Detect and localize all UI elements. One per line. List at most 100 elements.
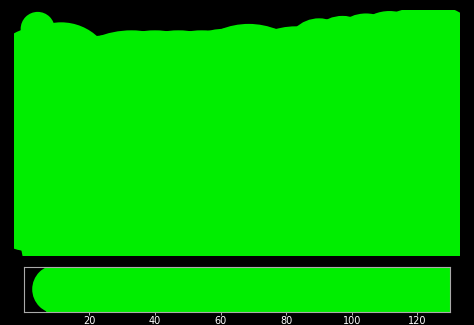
Point xyxy=(315,97,323,102)
Point xyxy=(268,120,276,125)
Point xyxy=(245,144,253,149)
Point xyxy=(34,120,41,125)
Point xyxy=(151,287,159,292)
Point xyxy=(362,235,370,240)
Point xyxy=(315,144,323,149)
Point xyxy=(339,73,346,78)
Point xyxy=(362,209,370,215)
Point xyxy=(34,167,41,172)
Point xyxy=(151,167,159,172)
Point xyxy=(245,97,253,102)
Point xyxy=(57,144,65,149)
Point xyxy=(151,120,159,125)
Point xyxy=(348,287,356,292)
Point xyxy=(292,97,300,102)
Point xyxy=(433,120,440,125)
Point xyxy=(128,97,135,102)
Point xyxy=(386,97,393,102)
Point xyxy=(409,97,417,102)
Point xyxy=(85,287,93,292)
Point xyxy=(386,120,393,125)
Point xyxy=(268,144,276,149)
Point xyxy=(174,209,182,215)
Point xyxy=(362,144,370,149)
Point xyxy=(292,209,300,215)
Point xyxy=(292,144,300,149)
Point xyxy=(386,50,393,55)
Point xyxy=(198,97,206,102)
Point xyxy=(57,97,65,102)
Point xyxy=(283,287,290,292)
Point xyxy=(217,287,224,292)
Point xyxy=(409,167,417,172)
Point xyxy=(198,235,206,240)
Point xyxy=(414,287,421,292)
Point xyxy=(409,235,417,240)
Point xyxy=(339,235,346,240)
Point xyxy=(198,144,206,149)
Point xyxy=(221,144,229,149)
Point xyxy=(315,120,323,125)
Point xyxy=(315,73,323,78)
Point xyxy=(409,144,417,149)
Point xyxy=(221,167,229,172)
Point xyxy=(433,144,440,149)
Point xyxy=(362,50,370,55)
Point xyxy=(128,167,135,172)
Point xyxy=(339,209,346,215)
Point xyxy=(386,209,393,215)
Point xyxy=(34,144,41,149)
Point xyxy=(57,50,65,55)
Point xyxy=(174,167,182,172)
Point xyxy=(292,235,300,240)
Point xyxy=(174,235,182,240)
Point xyxy=(81,144,88,149)
Point xyxy=(221,97,229,102)
Point xyxy=(386,167,393,172)
Point xyxy=(198,120,206,125)
Point xyxy=(128,209,135,215)
Point xyxy=(104,235,112,240)
Point xyxy=(339,97,346,102)
Point xyxy=(151,144,159,149)
Point xyxy=(221,235,229,240)
Point xyxy=(221,209,229,215)
Point xyxy=(151,97,159,102)
Point xyxy=(104,209,112,215)
Point xyxy=(315,209,323,215)
Point xyxy=(81,97,88,102)
Point xyxy=(128,235,135,240)
Point xyxy=(292,120,300,125)
Point xyxy=(362,73,370,78)
Point xyxy=(386,144,393,149)
Point xyxy=(221,120,229,125)
Point xyxy=(409,50,417,55)
Point xyxy=(315,167,323,172)
Point xyxy=(245,209,253,215)
Point xyxy=(268,209,276,215)
Point xyxy=(245,120,253,125)
Point xyxy=(362,97,370,102)
Point xyxy=(339,50,346,55)
Point xyxy=(104,144,112,149)
Point xyxy=(128,120,135,125)
Point xyxy=(409,209,417,215)
Point xyxy=(34,50,41,55)
Point xyxy=(104,120,112,125)
Point xyxy=(57,167,65,172)
Point xyxy=(104,97,112,102)
Point xyxy=(339,120,346,125)
Point xyxy=(362,120,370,125)
Point xyxy=(362,167,370,172)
Point xyxy=(174,97,182,102)
Point xyxy=(128,144,135,149)
Point xyxy=(34,73,41,78)
Point xyxy=(81,120,88,125)
Point xyxy=(245,167,253,172)
Point xyxy=(53,287,60,292)
Point xyxy=(315,50,323,55)
Point xyxy=(81,167,88,172)
Point xyxy=(151,209,159,215)
Point xyxy=(174,144,182,149)
Point xyxy=(174,120,182,125)
